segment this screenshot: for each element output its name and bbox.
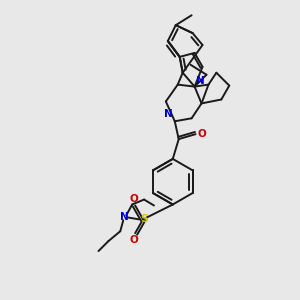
Text: O: O (130, 235, 139, 245)
Text: O: O (198, 129, 206, 139)
Text: N: N (164, 109, 173, 119)
Text: N: N (120, 212, 129, 222)
Text: O: O (130, 194, 139, 203)
Text: N: N (196, 76, 204, 85)
Text: S: S (140, 214, 148, 224)
